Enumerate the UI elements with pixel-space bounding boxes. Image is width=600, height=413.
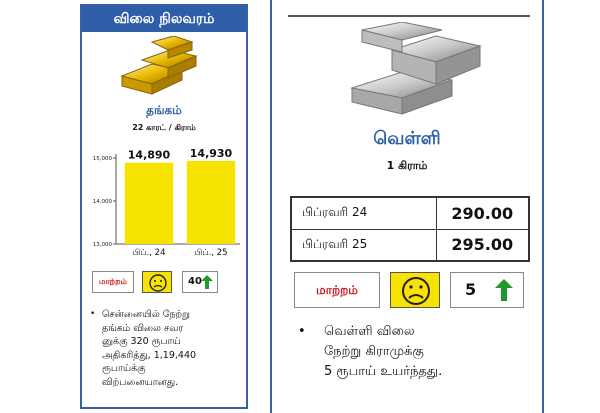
row-date: பிப்ரவரி 25 [290, 228, 437, 262]
change-value: 40 [182, 271, 218, 293]
row-price: 290.00 [435, 196, 530, 230]
up-arrow-icon [495, 279, 513, 301]
x-tick-label: பிப்., 25 [195, 248, 228, 258]
gold-bars-icon [120, 36, 198, 95]
up-arrow-icon [201, 275, 213, 289]
silver-note: • வெள்ளி விலை நேற்று கிராமுக்கு 5 ரூபாய்… [294, 322, 534, 382]
change-label: மாற்றம் [92, 271, 134, 293]
gold-note: • சென்னையில் நேற்று தங்கம் விலை சவர னுக்… [90, 308, 242, 389]
gold-label: தங்கம் [146, 103, 182, 117]
change-amount: 5 [465, 280, 477, 299]
y-tick-label: 13,000 [93, 242, 113, 248]
silver-unit-label: 1 கிராம் [386, 159, 428, 172]
table-row: பிப்ரவரி 25 295.00 [290, 228, 530, 262]
silver-panel: வெள்ளி 1 கிராம் பிப்ரவரி 24 290.00 பிப்ர… [270, 0, 544, 413]
bullet: • [298, 324, 306, 339]
bullet: • [90, 309, 96, 319]
gold-note-text: சென்னையில் நேற்று தங்கம் விலை சவர னுக்கு… [102, 309, 197, 388]
silver-bars-icon [350, 22, 482, 115]
silver-price-table: பிப்ரவரி 24 290.00 பிப்ரவரி 25 295.00 [290, 196, 530, 262]
row-price: 295.00 [435, 228, 530, 262]
gold-price-chart: 13,000 14,000 15,000 14,890 பிப்., 24 14,930 ப… [93, 147, 240, 258]
gold-unit-label: 22 காரட் / கிராம் [132, 123, 196, 132]
silver-note-text: வெள்ளி விலை நேற்று கிராமுக்கு 5 ரூபாய் உ… [324, 324, 443, 379]
change-value: 5 [450, 272, 524, 308]
bar [186, 161, 236, 244]
bar-value-label: 14,890 [128, 149, 171, 162]
change-amount: 40 [188, 276, 202, 287]
gold-panel: விலை நிலவரம் தங்கம் 22 காரட் / கிராம் 13… [80, 4, 248, 409]
table-row: பிப்ரவரி 24 290.00 [290, 196, 530, 230]
silver-label: வெள்ளி [373, 128, 441, 149]
sad-face-icon [390, 272, 440, 308]
panel-title: விலை நிலவரம் [82, 6, 246, 32]
bar-value-label: 14,930 [190, 147, 233, 160]
bar [124, 162, 174, 244]
sad-face-icon [142, 271, 172, 293]
y-tick-label: 15,000 [93, 156, 113, 162]
y-tick-label: 14,000 [93, 199, 113, 205]
row-date: பிப்ரவரி 24 [290, 196, 437, 230]
divider [288, 15, 530, 17]
x-tick-label: பிப்., 24 [133, 248, 166, 258]
change-label: மாற்றம் [294, 272, 380, 308]
